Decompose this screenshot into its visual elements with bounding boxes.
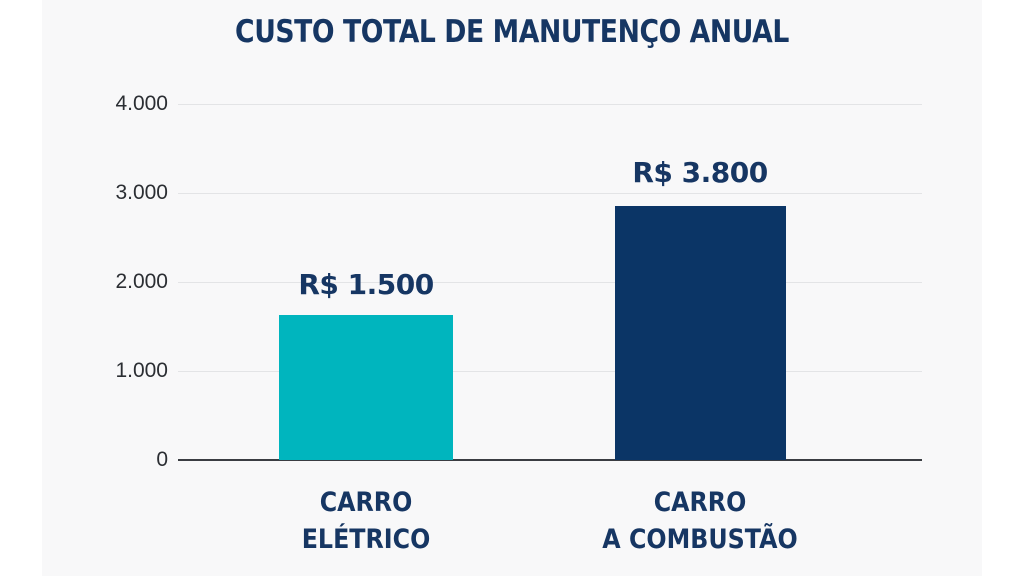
- gridline-2000: [178, 282, 922, 283]
- gridline-4000: [178, 104, 922, 105]
- x-axis-baseline: [178, 459, 922, 461]
- category-label-line: CARRO: [319, 487, 413, 518]
- chart-background: [42, 0, 982, 576]
- y-tick-label: 1.000: [115, 359, 168, 382]
- y-tick-label: 3.000: [115, 181, 168, 204]
- y-tick-label: 2.000: [115, 270, 168, 293]
- gridline-3000: [178, 193, 922, 194]
- bar-combustion-car: [615, 206, 786, 460]
- category-label-electric: CARRO ELÉTRICO: [269, 484, 463, 558]
- chart-title: CUSTO TOTAL DE MANUTENÇO ANUAL: [235, 14, 789, 50]
- category-label-line: ELÉTRICO: [301, 524, 431, 555]
- category-label-line: CARRO: [653, 487, 747, 518]
- y-tick-label: 0: [156, 448, 168, 471]
- bar-value-label-electric: R$ 1.500: [298, 268, 434, 301]
- bar-electric-car: [279, 315, 453, 460]
- y-tick-label: 4.000: [115, 92, 168, 115]
- gridline-1000: [178, 371, 922, 372]
- category-label-line: A COMBUSTÃO: [602, 524, 798, 555]
- category-label-combustion: CARRO A COMBUSTÃO: [586, 484, 815, 558]
- bar-value-label-combustion: R$ 3.800: [632, 156, 768, 189]
